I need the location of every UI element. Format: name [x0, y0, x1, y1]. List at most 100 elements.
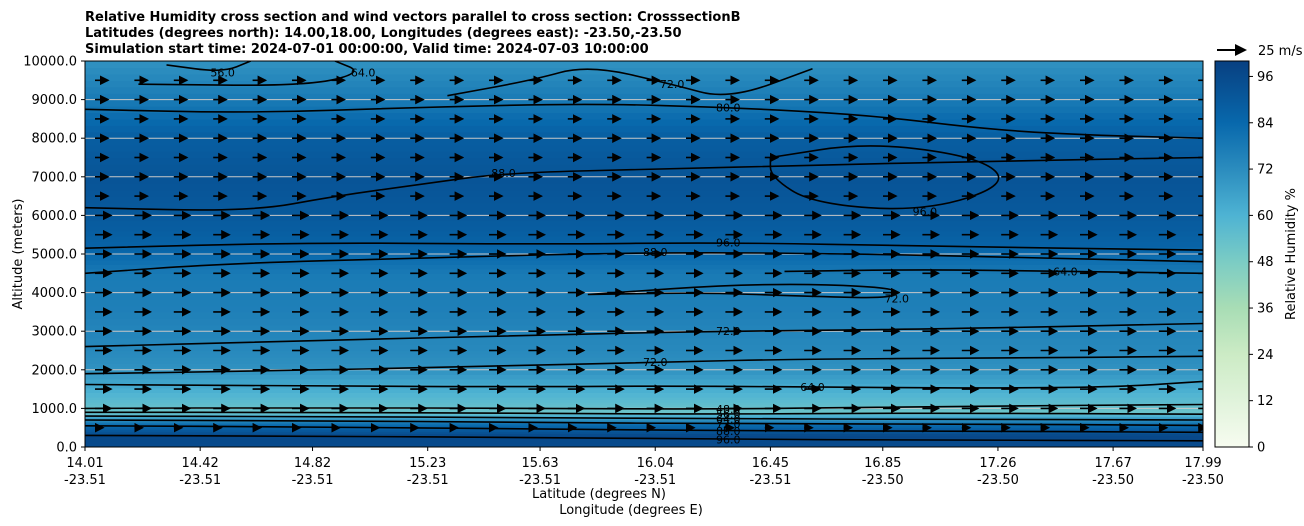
humidity-band	[85, 189, 1203, 197]
contour-line	[85, 355, 1203, 375]
humidity-band	[85, 331, 1203, 339]
humidity-band	[85, 445, 1203, 447]
x-tick-label-latitude: 17.67	[1095, 456, 1132, 471]
humidity-band	[85, 202, 1203, 210]
humidity-band	[85, 264, 1203, 270]
humidity-band	[85, 337, 1203, 345]
humidity-band	[85, 183, 1203, 191]
x-axis: 14.01 -23.51 14.42 -23.51 14.82 -23.51 15.23 -2…	[64, 447, 1224, 488]
contour-line	[85, 434, 1203, 442]
humidity-band	[85, 170, 1203, 178]
humidity-band	[85, 106, 1203, 114]
humidity-band	[85, 151, 1203, 159]
humidity-band	[85, 279, 1203, 287]
humidity-band	[85, 259, 1203, 265]
contour-label: 88.0	[491, 167, 516, 180]
colorbar: 0 12 24 36 48 60 72 84 96 Relative Humidity %	[1214, 60, 1299, 456]
x-tick-label-longitude: -23.50	[1182, 473, 1224, 488]
quiver-key-label: 25 m/s	[1258, 44, 1303, 59]
humidity-band	[85, 215, 1203, 222]
x-tick-label-latitude: 17.99	[1184, 456, 1221, 471]
humidity-band	[85, 433, 1203, 437]
humidity-band	[85, 86, 1203, 94]
x-tick-label-longitude: -23.51	[64, 473, 106, 488]
y-axis: 0.0 1000.0 2000.0 3000.0 4000.0 5000.0 6000.0 7…	[23, 55, 85, 456]
y-tick-label: 0.0	[56, 441, 77, 456]
humidity-band	[85, 273, 1203, 281]
humidity-band	[85, 230, 1203, 237]
x-tick-label-latitude: 15.63	[521, 456, 558, 471]
contour-line	[166, 61, 252, 72]
humidity-band	[85, 353, 1203, 358]
contour-line	[769, 145, 1000, 210]
humidity-band	[85, 423, 1203, 427]
humidity-band	[85, 416, 1203, 419]
humidity-band	[85, 61, 1203, 69]
x-tick-label-longitude: -23.51	[749, 473, 791, 488]
humidity-band	[85, 138, 1203, 146]
y-tick-label: 10000.0	[23, 55, 77, 70]
humidity-band	[85, 163, 1203, 171]
contour-line	[85, 322, 1203, 348]
x-axis-label-longitude: Longitude (degrees E)	[559, 503, 703, 518]
humidity-band	[85, 131, 1203, 139]
humidity-band	[85, 443, 1203, 446]
humidity-band	[85, 439, 1203, 442]
contour-label: 56.0	[210, 67, 235, 80]
chart-title-line-1: Relative Humidity cross section and wind…	[85, 10, 741, 25]
humidity-band	[85, 246, 1203, 252]
contour-line	[447, 67, 813, 97]
humidity-band	[85, 305, 1203, 313]
y-tick-label: 2000.0	[32, 363, 78, 378]
humidity-band	[85, 286, 1203, 294]
contour-label: 96.0	[716, 236, 741, 249]
humidity-band	[85, 431, 1203, 435]
chart-title-line-3: Simulation start time: 2024-07-01 00:00:…	[85, 42, 649, 57]
x-axis-label-latitude: Latitude (degrees N)	[532, 487, 666, 502]
humidity-band	[85, 157, 1203, 165]
humidity-band	[85, 404, 1203, 408]
contour-label: 80.0	[716, 101, 741, 114]
quiver-key: 25 m/s	[1217, 44, 1303, 59]
x-tick-label-longitude: -23.51	[179, 473, 221, 488]
humidity-band	[85, 176, 1203, 184]
contour-label: 72.0	[660, 78, 685, 91]
humidity-band	[85, 225, 1203, 232]
humidity-band	[85, 427, 1203, 431]
humidity-band	[85, 429, 1203, 433]
humidity-band	[85, 419, 1203, 423]
y-tick-label: 5000.0	[32, 248, 78, 263]
colorbar-tick-label: 84	[1257, 116, 1274, 131]
x-tick-label-longitude: -23.50	[977, 473, 1019, 488]
chart-title-line-2: Latitudes (degrees north): 14.00,18.00, …	[85, 26, 682, 41]
x-tick-label-latitude: 14.01	[66, 456, 103, 471]
x-tick-label-longitude: -23.51	[519, 473, 561, 488]
humidity-band	[85, 425, 1203, 429]
contour-line	[85, 103, 1203, 139]
y-axis-label: Altitude (meters)	[11, 199, 26, 310]
humidity-band	[85, 196, 1203, 204]
colorbar-ticks: 0 12 24 36 48 60 72 84 96	[1249, 70, 1274, 456]
humidity-band	[85, 378, 1203, 384]
y-tick-label: 9000.0	[32, 93, 78, 108]
contour-label: 72.0	[643, 356, 668, 369]
contour-line	[85, 242, 1203, 251]
contour-label: 88.0	[643, 246, 668, 259]
colorbar-tick-label: 36	[1257, 302, 1274, 317]
humidity-band	[85, 356, 1203, 361]
wind-vectors	[95, 75, 1203, 433]
humidity-band	[85, 350, 1203, 355]
x-tick-label-latitude: 17.26	[979, 456, 1016, 471]
colorbar-tick-label: 72	[1257, 163, 1274, 178]
x-tick-label-latitude: 16.04	[637, 456, 674, 471]
colorbar-tick-label: 24	[1257, 348, 1274, 363]
y-tick-label: 4000.0	[32, 286, 78, 301]
contour-label: 72.0	[885, 292, 910, 305]
x-tick-label-longitude: -23.51	[292, 473, 334, 488]
y-tick-label: 8000.0	[32, 132, 78, 147]
contour-line	[587, 283, 898, 299]
contour-line	[85, 380, 1203, 389]
y-tick-label: 7000.0	[32, 170, 78, 185]
humidity-band	[85, 67, 1203, 75]
colorbar-tick-label: 96	[1257, 70, 1274, 85]
